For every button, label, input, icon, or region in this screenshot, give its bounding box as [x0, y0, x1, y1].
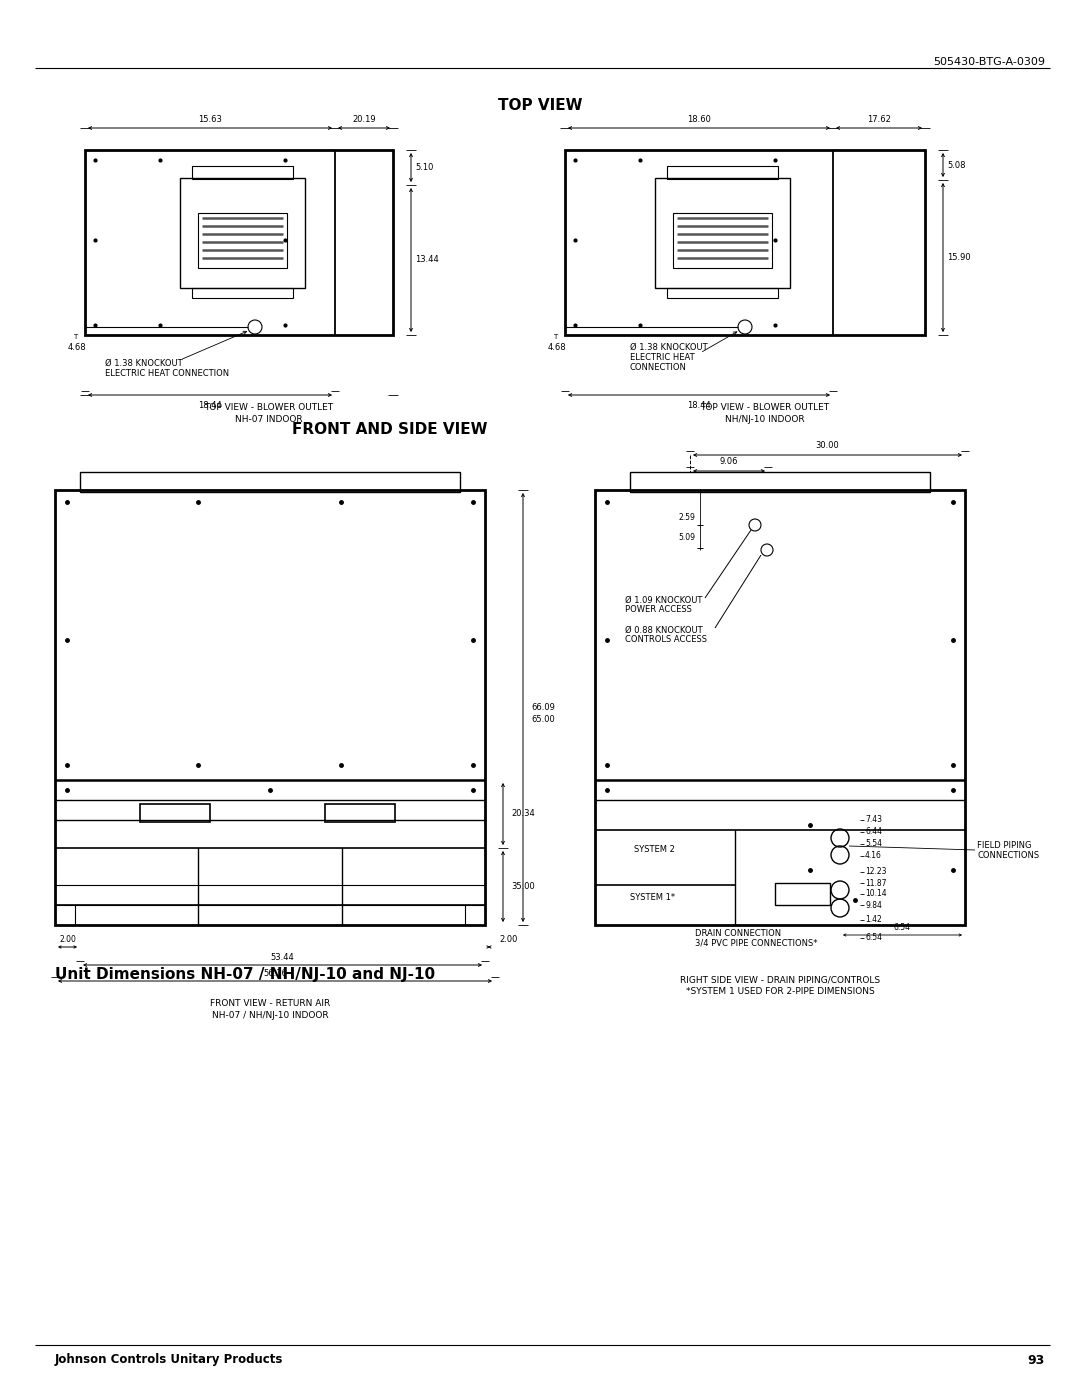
Text: FIELD PIPING: FIELD PIPING — [977, 841, 1031, 849]
Text: SYSTEM 1*: SYSTEM 1* — [630, 894, 675, 902]
Text: NH-07 / NH/NJ-10 INDOOR: NH-07 / NH/NJ-10 INDOOR — [212, 1010, 328, 1020]
Text: 1.42: 1.42 — [865, 915, 881, 925]
Text: 56.16: 56.16 — [264, 968, 287, 978]
Text: 2.00: 2.00 — [59, 935, 77, 943]
Bar — [654, 177, 789, 288]
Text: 7.43: 7.43 — [865, 816, 882, 824]
Text: 30.00: 30.00 — [815, 441, 839, 450]
Text: NH/NJ-10 INDOOR: NH/NJ-10 INDOOR — [725, 415, 805, 423]
Text: Ø 0.88 KNOCKOUT: Ø 0.88 KNOCKOUT — [625, 626, 703, 634]
Text: 4.68: 4.68 — [548, 342, 566, 352]
Text: 10.14: 10.14 — [865, 890, 887, 898]
Text: 3/4 PVC PIPE CONNECTIONS*: 3/4 PVC PIPE CONNECTIONS* — [696, 939, 818, 947]
Text: 5.54: 5.54 — [865, 840, 882, 848]
Text: 6.54: 6.54 — [894, 922, 912, 932]
Text: Ø 1.38 KNOCKOUT: Ø 1.38 KNOCKOUT — [630, 342, 707, 352]
Text: 6.44: 6.44 — [865, 827, 882, 837]
Text: 18.44: 18.44 — [198, 401, 221, 409]
Text: CONNECTIONS: CONNECTIONS — [977, 851, 1039, 859]
Text: ELECTRIC HEAT: ELECTRIC HEAT — [630, 352, 694, 362]
Bar — [55, 490, 485, 925]
Text: Unit Dimensions NH-07 / NH/NJ-10 and NJ-10: Unit Dimensions NH-07 / NH/NJ-10 and NJ-… — [55, 968, 435, 982]
Bar — [630, 472, 930, 492]
Text: TOP VIEW: TOP VIEW — [498, 98, 582, 113]
Bar — [198, 212, 287, 268]
Text: 2.59: 2.59 — [678, 514, 696, 522]
Text: 505430-BTG-A-0309: 505430-BTG-A-0309 — [933, 57, 1045, 67]
Text: 13.44: 13.44 — [415, 256, 438, 264]
Text: CONTROLS ACCESS: CONTROLS ACCESS — [625, 636, 707, 644]
Text: 65.00: 65.00 — [531, 715, 555, 724]
Text: POWER ACCESS: POWER ACCESS — [625, 605, 692, 615]
Text: T: T — [553, 334, 557, 339]
Text: 15.90: 15.90 — [947, 253, 971, 263]
Text: 9.84: 9.84 — [865, 901, 882, 909]
Text: 11.87: 11.87 — [865, 879, 887, 887]
Text: RIGHT SIDE VIEW - DRAIN PIPING/CONTROLS: RIGHT SIDE VIEW - DRAIN PIPING/CONTROLS — [680, 975, 880, 985]
Bar — [667, 288, 778, 298]
Text: 4.16: 4.16 — [865, 852, 882, 861]
Bar — [673, 212, 772, 268]
Text: 5.09: 5.09 — [678, 534, 696, 542]
Bar — [325, 805, 395, 821]
Text: 20.34: 20.34 — [511, 809, 535, 819]
Text: NH-07 INDOOR: NH-07 INDOOR — [235, 415, 302, 423]
Bar — [775, 883, 831, 905]
Bar — [192, 166, 293, 179]
Text: 4.68: 4.68 — [68, 342, 86, 352]
Text: T: T — [72, 334, 77, 339]
Bar — [80, 472, 460, 492]
Text: Ø 1.38 KNOCKOUT: Ø 1.38 KNOCKOUT — [105, 359, 183, 367]
Bar — [140, 805, 210, 821]
Text: 93: 93 — [1028, 1354, 1045, 1366]
Text: TOP VIEW - BLOWER OUTLET: TOP VIEW - BLOWER OUTLET — [204, 402, 334, 412]
Text: Johnson Controls Unitary Products: Johnson Controls Unitary Products — [55, 1354, 283, 1366]
Text: Ø 1.09 KNOCKOUT: Ø 1.09 KNOCKOUT — [625, 595, 702, 605]
Text: 12.23: 12.23 — [865, 868, 887, 876]
Text: 5.08: 5.08 — [947, 161, 966, 169]
Text: 35.00: 35.00 — [511, 882, 535, 891]
Text: SYSTEM 2: SYSTEM 2 — [634, 845, 675, 855]
Bar — [595, 490, 966, 925]
Text: ELECTRIC HEAT CONNECTION: ELECTRIC HEAT CONNECTION — [105, 369, 229, 377]
Text: CONNECTION: CONNECTION — [630, 362, 687, 372]
Text: *SYSTEM 1 USED FOR 2-PIPE DIMENSIONS: *SYSTEM 1 USED FOR 2-PIPE DIMENSIONS — [686, 988, 875, 996]
Bar — [85, 149, 393, 335]
Text: 20.19: 20.19 — [352, 115, 376, 123]
Bar — [192, 288, 293, 298]
Text: DRAIN CONNECTION: DRAIN CONNECTION — [696, 929, 781, 937]
Text: 18.60: 18.60 — [687, 115, 711, 123]
Text: 66.09: 66.09 — [531, 703, 555, 712]
Text: 6.54: 6.54 — [865, 933, 882, 943]
Text: 9.06: 9.06 — [719, 457, 739, 467]
Text: 18.44: 18.44 — [687, 401, 711, 409]
Bar — [565, 149, 924, 335]
Text: 53.44: 53.44 — [271, 953, 295, 961]
Bar — [180, 177, 305, 288]
Text: 17.62: 17.62 — [867, 115, 891, 123]
Text: 5.10: 5.10 — [415, 163, 433, 172]
Text: FRONT AND SIDE VIEW: FRONT AND SIDE VIEW — [293, 422, 488, 437]
Bar — [667, 166, 778, 179]
Text: 2.00: 2.00 — [499, 935, 517, 943]
Text: FRONT VIEW - RETURN AIR: FRONT VIEW - RETURN AIR — [210, 999, 330, 1007]
Text: TOP VIEW - BLOWER OUTLET: TOP VIEW - BLOWER OUTLET — [701, 402, 829, 412]
Text: 15.63: 15.63 — [198, 115, 221, 123]
